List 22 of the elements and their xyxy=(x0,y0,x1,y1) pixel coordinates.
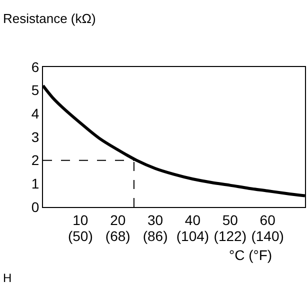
x2-tick-label: (104) xyxy=(176,228,210,244)
x2-tick-label: (140) xyxy=(251,228,284,244)
y-tick-label: 6 xyxy=(31,58,40,75)
x-tick-label: 40 xyxy=(184,212,201,228)
x-tick-label: 50 xyxy=(222,212,238,228)
x-tick-label: 30 xyxy=(148,212,164,228)
x-tick-label: 20 xyxy=(110,212,126,228)
y-tick-label: 0 xyxy=(31,198,40,215)
y-tick-label: 4 xyxy=(31,106,40,122)
y-axis-title: Resistance (kΩ) xyxy=(3,11,96,26)
x2-tick-label: (122) xyxy=(214,228,246,244)
text: H xyxy=(3,271,12,285)
y-tick-label: 5 xyxy=(31,82,40,98)
y-tick-label: 3 xyxy=(31,128,40,145)
y-tick-label: 1 xyxy=(31,176,40,192)
x2-tick-label: (68) xyxy=(105,228,130,244)
x-tick-label: 60 xyxy=(260,212,276,228)
x-tick-label: 10 xyxy=(72,212,88,228)
x2-tick-label: (86) xyxy=(142,228,168,244)
y-tick-label: 2 xyxy=(31,152,40,168)
x-axis-title: °C (°F) xyxy=(229,247,272,263)
x2-tick-label: (50) xyxy=(68,228,93,244)
